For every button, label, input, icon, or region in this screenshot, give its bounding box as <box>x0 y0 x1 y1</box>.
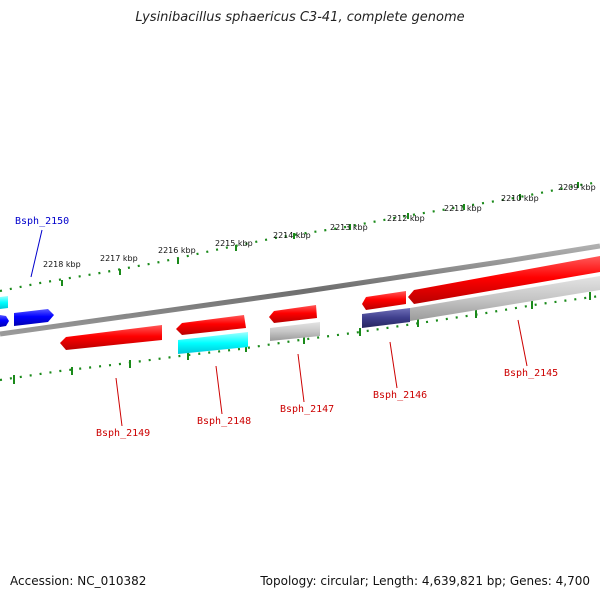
genome-backbone <box>0 243 600 337</box>
gene-label-bsph-2150: Bsph_2150 <box>15 216 69 227</box>
gene-bsph-2149[interactable] <box>60 325 162 350</box>
tick-label-2211: 2211 kbp <box>444 204 482 213</box>
tick-label-2210: 2210 kbp <box>501 194 539 203</box>
gene-label-bsph-2146: Bsph_2146 <box>373 390 427 401</box>
tick-label-2209: 2209 kbp <box>558 183 596 192</box>
tick-label-2218: 2218 kbp <box>43 260 81 269</box>
outer-tick-ring <box>0 180 600 293</box>
leader-lines <box>30 229 528 427</box>
gene-bsph-2146[interactable] <box>362 308 410 328</box>
tick-label-2213: 2213 kbp <box>330 223 368 232</box>
accession-text: Accession: NC_010382 <box>10 574 147 588</box>
tick-label-2212: 2212 kbp <box>387 214 425 223</box>
gene-labels: Bsph_2150 Bsph_2149 Bsph_2148 Bsph_2147 … <box>15 216 558 439</box>
gene-label-bsph-2148: Bsph_2148 <box>197 416 251 427</box>
gene-label-bsph-2149: Bsph_2149 <box>96 428 150 439</box>
gene-bsph-2145-forward[interactable] <box>408 256 600 304</box>
gene-label-bsph-2147: Bsph_2147 <box>280 404 334 415</box>
tick-label-2214: 2214 kbp <box>273 231 311 240</box>
gene-bsph-2148[interactable] <box>176 315 248 354</box>
tick-label-2216: 2216 kbp <box>158 246 196 255</box>
gene-bsph-2146-forward[interactable] <box>362 291 406 310</box>
tick-labels: 2218 kbp 2217 kbp 2216 kbp 2215 kbp 2214… <box>43 183 596 269</box>
tick-label-2215: 2215 kbp <box>215 239 253 248</box>
inner-tick-ring <box>0 294 600 382</box>
gene-bsph-2145[interactable] <box>410 276 600 321</box>
gene-bsph-2150[interactable] <box>0 296 54 327</box>
gene-label-bsph-2145: Bsph_2145 <box>504 368 558 379</box>
tick-label-2217: 2217 kbp <box>100 254 138 263</box>
gene-bsph-2147[interactable] <box>269 305 320 341</box>
outer-major-ticks <box>61 182 579 286</box>
map-title: Lysinibacillus sphaericus C3-41, complet… <box>135 10 465 25</box>
genome-summary-text: Topology: circular; Length: 4,639,821 bp… <box>260 574 590 588</box>
